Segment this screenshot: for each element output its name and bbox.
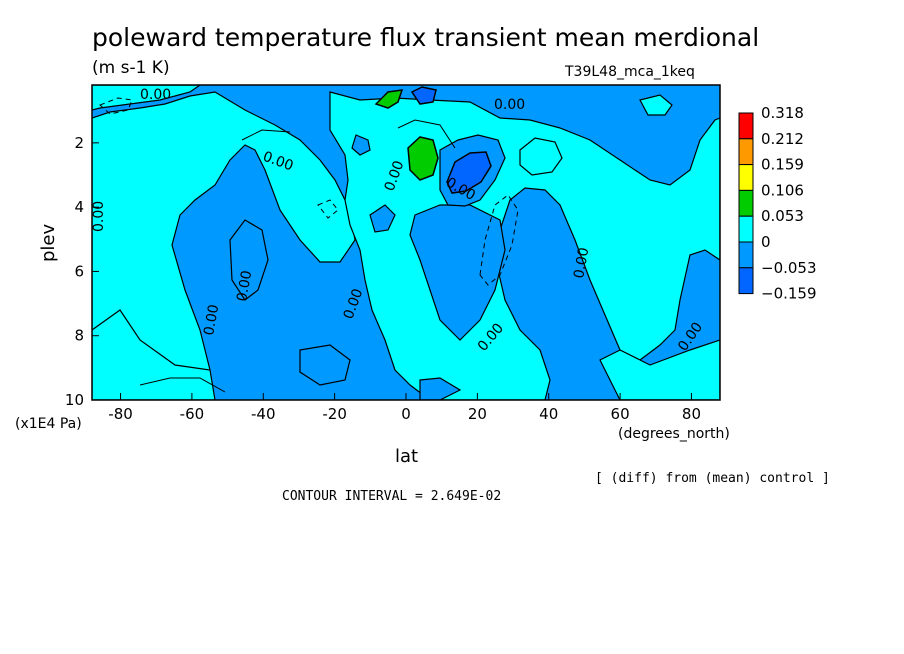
colorbar-label: 0.159 <box>761 156 804 174</box>
fill-negative-island-b <box>229 219 269 301</box>
fill-negative-island-a <box>409 204 506 341</box>
colorbar-label: 0 <box>761 233 771 251</box>
dashed-contour-a <box>479 194 519 286</box>
fill-positive-small-top-left <box>92 85 202 111</box>
x-tick-label: 40 <box>539 405 558 423</box>
units-label: (m s-1 K) <box>92 58 170 78</box>
contour-label: 0.00 <box>91 201 107 232</box>
fill-positive-green-top <box>374 89 404 109</box>
comparison-note: [ (diff) from (mean) control ] <box>595 471 830 486</box>
contour-line-a <box>397 119 456 149</box>
x-tick-label: 20 <box>468 405 487 423</box>
fill-negative-island-f <box>419 377 462 400</box>
x-tick-label: -60 <box>180 405 205 423</box>
colorbar-swatch <box>738 138 754 166</box>
contour-label: 0.00 <box>140 87 171 103</box>
colorbar-swatch <box>738 215 754 243</box>
experiment-label: T39L48_mca_1keq <box>564 64 695 80</box>
colorbar-swatch <box>738 267 754 295</box>
contour-line-b <box>139 377 226 393</box>
x-tick-label: 0 <box>401 405 411 423</box>
contour-label: 0.00 <box>234 269 255 302</box>
plot-area: 0.00 0.00 0.00 0.00 0.00 0.00 0.00 0.00 … <box>91 84 721 401</box>
x-axis-title: lat <box>395 446 418 467</box>
colorbar-swatch <box>738 164 754 191</box>
x-tick-label: 60 <box>611 405 630 423</box>
y-axis: 2 4 6 8 10 <box>65 134 99 409</box>
fill-positive-small-main <box>92 91 356 400</box>
x-tick-label: 80 <box>682 405 701 423</box>
fill-negative-island-d <box>351 134 371 156</box>
contour-line-c <box>241 129 291 141</box>
x-tick-label: -80 <box>108 405 133 423</box>
fill-positive-patch-b <box>639 94 673 116</box>
fill-positive-small-right-bottom <box>599 339 720 400</box>
fill-negative-dark-top <box>410 86 437 105</box>
colorbar: 0.318 0.212 0.159 0.106 0.053 0 −0.053 −0.159 <box>738 104 817 303</box>
chart-title: poleward temperature flux transient mean… <box>92 23 759 52</box>
colorbar-swatch <box>738 241 754 269</box>
colorbar-label: 0.106 <box>761 181 804 199</box>
contour-interval-text: CONTOUR INTERVAL = 2.649E-02 <box>282 489 501 504</box>
contour-label: 0.00 <box>201 303 222 336</box>
fill-negative-dark-main-b <box>446 151 492 194</box>
y-tick-label: 10 <box>65 391 84 409</box>
dashed-contour-b <box>99 97 133 115</box>
fill-positive-patch-a <box>519 137 563 176</box>
fill-positive-green-main <box>407 136 439 181</box>
colorbar-label: 0.318 <box>761 104 804 122</box>
y-tick-label: 2 <box>74 134 84 152</box>
x-axis-units: (degrees_north) <box>618 426 730 442</box>
colorbar-label: −0.053 <box>761 259 817 277</box>
y-tick-label: 4 <box>74 198 84 216</box>
x-tick-label: -20 <box>322 405 347 423</box>
fill-negative-island-c <box>369 204 396 233</box>
fill-negative-island-e <box>299 344 351 386</box>
x-axis: -80 -60 -40 -20 0 20 40 60 80 <box>108 393 701 423</box>
x-tick-label: -40 <box>251 405 276 423</box>
colorbar-label: −0.159 <box>761 285 817 303</box>
y-axis-units: (x1E4 Pa) <box>15 416 82 432</box>
colorbar-label: 0.053 <box>761 207 804 225</box>
y-axis-title: plev <box>38 223 59 262</box>
contour-label: 0.00 <box>494 97 525 113</box>
y-tick-label: 6 <box>74 262 84 280</box>
contour-label: 0.00 <box>571 246 592 279</box>
colorbar-swatch <box>738 189 754 217</box>
colorbar-label: 0.212 <box>761 130 804 148</box>
colorbar-swatch <box>738 112 754 140</box>
y-tick-label: 8 <box>74 327 84 345</box>
